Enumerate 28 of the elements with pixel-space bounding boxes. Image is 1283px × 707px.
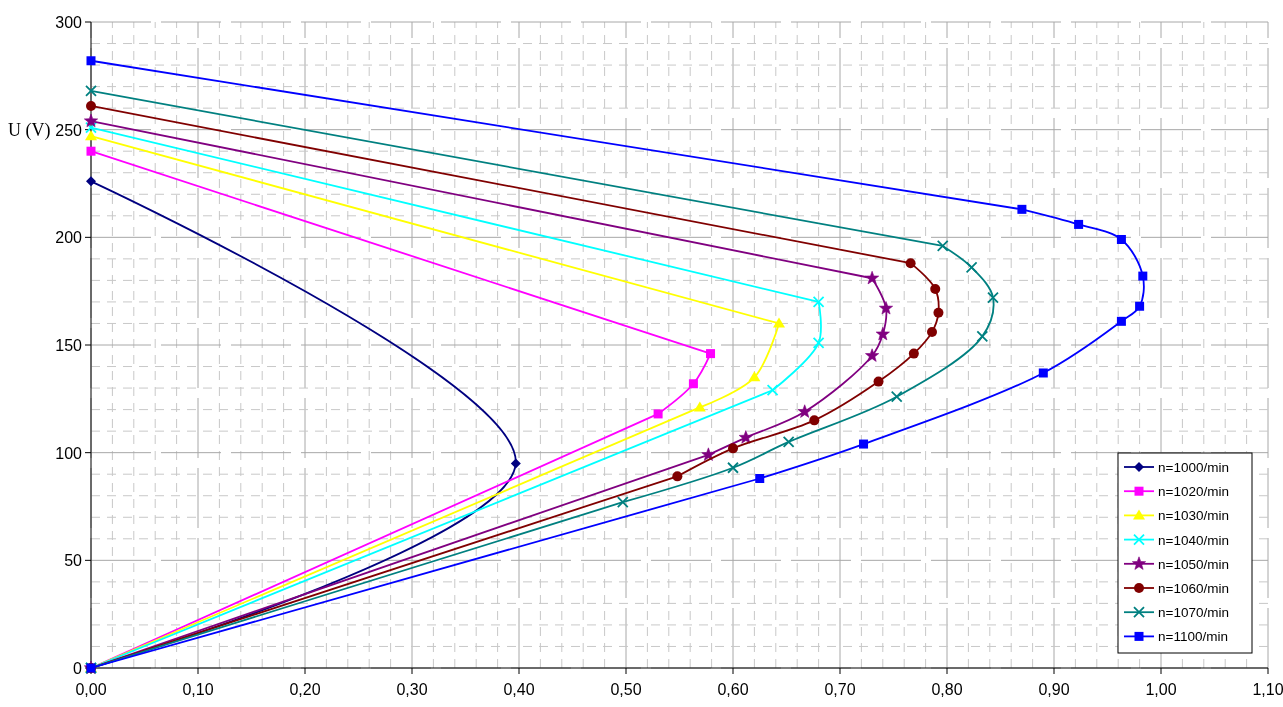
- x-tick-label: 0,10: [182, 681, 214, 698]
- x-tick-label: 0,20: [289, 681, 321, 698]
- y-tick-label: 250: [55, 121, 83, 139]
- legend-label: n=1000/min: [1158, 460, 1229, 475]
- x-tick-label: 1,10: [1252, 681, 1283, 698]
- x-tick-label: 0,50: [610, 681, 642, 698]
- x-tick-label: 0,00: [75, 681, 107, 698]
- y-tick-label: 50: [64, 552, 83, 570]
- x-tick-label: 0,80: [931, 681, 963, 698]
- y-tick-label: 0: [73, 660, 83, 677]
- x-tick-label: 0,40: [503, 681, 535, 698]
- y-axis-title: U (V): [8, 119, 51, 141]
- y-tick-label: 300: [55, 14, 83, 31]
- legend-label: n=1060/min: [1158, 581, 1229, 596]
- legend-label: n=1100/min: [1158, 629, 1228, 645]
- x-tick-label: 0,90: [1038, 681, 1070, 698]
- legend-label: n=1070/min: [1158, 605, 1229, 621]
- legend-label: n=1050/min: [1158, 556, 1229, 572]
- legend-label: n=1030/min: [1158, 508, 1229, 524]
- y-tick-label: 200: [55, 229, 83, 247]
- x-tick-label: 1,00: [1145, 681, 1177, 698]
- y-tick-label: 100: [55, 444, 83, 462]
- x-tick-label: 0,70: [824, 681, 856, 698]
- legend-label: n=1020/min: [1158, 484, 1229, 500]
- x-tick-label: 0,60: [717, 681, 749, 698]
- y-tick-label: 150: [55, 337, 83, 354]
- legend-label: n=1040/min: [1158, 532, 1229, 548]
- x-tick-label: 0,30: [396, 681, 428, 698]
